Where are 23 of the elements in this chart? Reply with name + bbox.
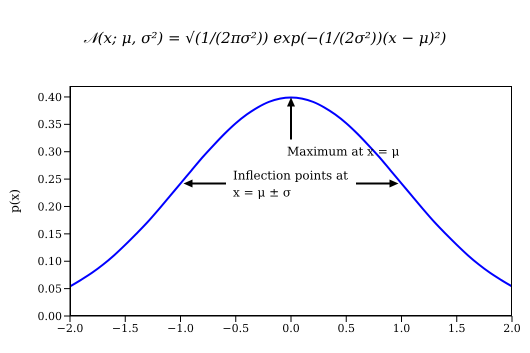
- y-tick-label: 0.15: [38, 228, 62, 241]
- line-series: [70, 96, 512, 288]
- y-axis-title: p(x): [7, 189, 22, 213]
- y-tick-label: 0.10: [38, 255, 62, 268]
- x-tick-label: −2.0: [56, 322, 84, 335]
- x-tick-label: −0.5: [222, 322, 250, 335]
- y-tick-label: 0.20: [38, 200, 62, 214]
- y-tick-label: 0.05: [38, 282, 62, 296]
- y-tick-label: 0.00: [38, 310, 62, 323]
- x-tick-label: 1.5: [448, 322, 466, 335]
- x-tick-label: 0.5: [338, 322, 355, 335]
- y-tick-label: 0.30: [38, 146, 62, 159]
- y-tick-label: 0.25: [38, 173, 62, 186]
- x-tick-label: 0.0: [282, 322, 300, 335]
- x-tick-label: 1.0: [392, 322, 410, 335]
- x-tick-label: −1.5: [112, 322, 139, 335]
- y-tick-label: 0.40: [38, 90, 62, 104]
- x-tick-label: −1.0: [167, 322, 194, 335]
- annotation: Inflection points at x = μ ± σ: [233, 168, 348, 200]
- x-tick-label: 2.0: [503, 322, 521, 335]
- chart-title: 𝒩(x; μ, σ²) = √(1/(2πσ²)) exp(−(1/(2σ²))(x − μ)²): [82, 28, 448, 49]
- y-tick-label: 0.35: [38, 118, 62, 132]
- annotation: Maximum at x = μ: [287, 144, 400, 158]
